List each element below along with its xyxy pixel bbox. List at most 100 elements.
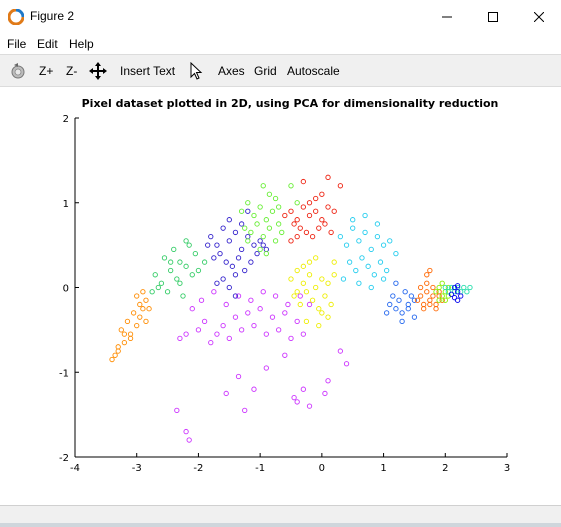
data-point [316, 322, 322, 329]
zoom-in-button[interactable]: Z+ [39, 64, 54, 78]
data-point [232, 293, 239, 299]
data-point [276, 221, 282, 227]
data-point [285, 301, 291, 308]
data-point [195, 327, 202, 333]
data-point [158, 280, 165, 286]
data-point [337, 183, 344, 189]
data-point [448, 284, 455, 291]
data-point [291, 221, 297, 227]
data-point [186, 242, 192, 248]
status-bar [0, 505, 561, 527]
data-point [263, 246, 269, 253]
title-bar[interactable]: Figure 2 [0, 0, 561, 33]
data-point [451, 295, 458, 301]
menu-file[interactable]: File [7, 37, 27, 51]
data-point [266, 191, 273, 197]
data-point [134, 322, 140, 329]
data-point [214, 242, 220, 248]
window-title: Figure 2 [30, 9, 75, 23]
data-point [405, 306, 411, 312]
data-point [112, 352, 118, 358]
insert-text-button[interactable]: Insert Text [120, 64, 176, 78]
x-tick-label: 3 [504, 463, 510, 474]
maximize-icon [488, 11, 498, 22]
rotate-icon[interactable] [9, 62, 27, 80]
data-point [328, 301, 334, 308]
autoscale-button[interactable]: Autoscale [287, 64, 340, 78]
figure-canvas[interactable]: Pixel dataset plotted in 2D, using PCA f… [0, 87, 561, 505]
data-point [454, 289, 461, 295]
x-tick-label: -1 [255, 463, 265, 474]
data-point [322, 390, 328, 397]
data-point [300, 178, 306, 185]
data-point [276, 204, 282, 210]
data-point [343, 242, 350, 248]
data-point [350, 225, 356, 231]
data-point [300, 263, 306, 269]
zoom-out-button[interactable]: Z- [66, 64, 78, 78]
data-point [186, 437, 192, 443]
data-point [201, 259, 208, 265]
data-point [257, 238, 263, 244]
data-point [371, 272, 377, 278]
data-point [303, 318, 310, 325]
data-point [433, 306, 439, 312]
data-point [226, 238, 232, 244]
maximize-button[interactable] [470, 0, 516, 33]
data-point [313, 255, 319, 261]
taskbar-strip [0, 523, 561, 527]
data-point [254, 221, 260, 227]
data-point [235, 255, 242, 261]
data-point [226, 335, 232, 342]
menu-edit[interactable]: Edit [37, 37, 58, 51]
close-button[interactable] [516, 0, 561, 33]
data-point [143, 318, 149, 325]
minimize-button[interactable] [424, 0, 470, 33]
x-tick-label: -4 [70, 463, 80, 474]
data-point [291, 395, 297, 401]
data-point [248, 229, 254, 236]
data-point [143, 297, 149, 303]
grid-button[interactable]: Grid [254, 64, 277, 78]
data-point [115, 348, 121, 354]
data-point [183, 238, 189, 244]
data-point [242, 225, 248, 231]
data-point [220, 276, 226, 282]
data-point [467, 284, 473, 291]
data-point [242, 407, 248, 414]
data-point [257, 246, 263, 253]
data-point [368, 246, 374, 253]
data-point [146, 306, 152, 312]
data-point [183, 331, 189, 337]
axes-button[interactable]: Axes [218, 64, 245, 78]
data-point [325, 378, 331, 384]
data-point [430, 284, 436, 291]
data-point [195, 267, 202, 274]
data-point [288, 335, 294, 342]
data-point [127, 331, 134, 337]
data-point [269, 314, 276, 320]
x-tick-label: -3 [132, 463, 142, 474]
data-point [168, 267, 174, 274]
select-pointer-icon[interactable] [189, 62, 203, 80]
pan-icon[interactable] [89, 62, 107, 80]
x-tick-label: -2 [193, 463, 203, 474]
data-point [121, 331, 128, 337]
data-point [306, 403, 313, 409]
data-point [350, 217, 356, 223]
scatter-plot[interactable]: Pixel dataset plotted in 2D, using PCA f… [0, 87, 561, 505]
data-point [263, 217, 269, 223]
menu-help[interactable]: Help [69, 37, 94, 51]
data-point [245, 233, 251, 240]
data-point [322, 221, 328, 227]
data-point [260, 183, 266, 189]
data-point [362, 229, 368, 236]
data-point [393, 250, 399, 257]
data-point [439, 293, 445, 299]
data-point [368, 284, 374, 291]
data-point [442, 297, 448, 303]
data-point [300, 280, 306, 286]
data-point [109, 356, 115, 363]
data-point [445, 289, 452, 295]
data-point [130, 310, 137, 316]
